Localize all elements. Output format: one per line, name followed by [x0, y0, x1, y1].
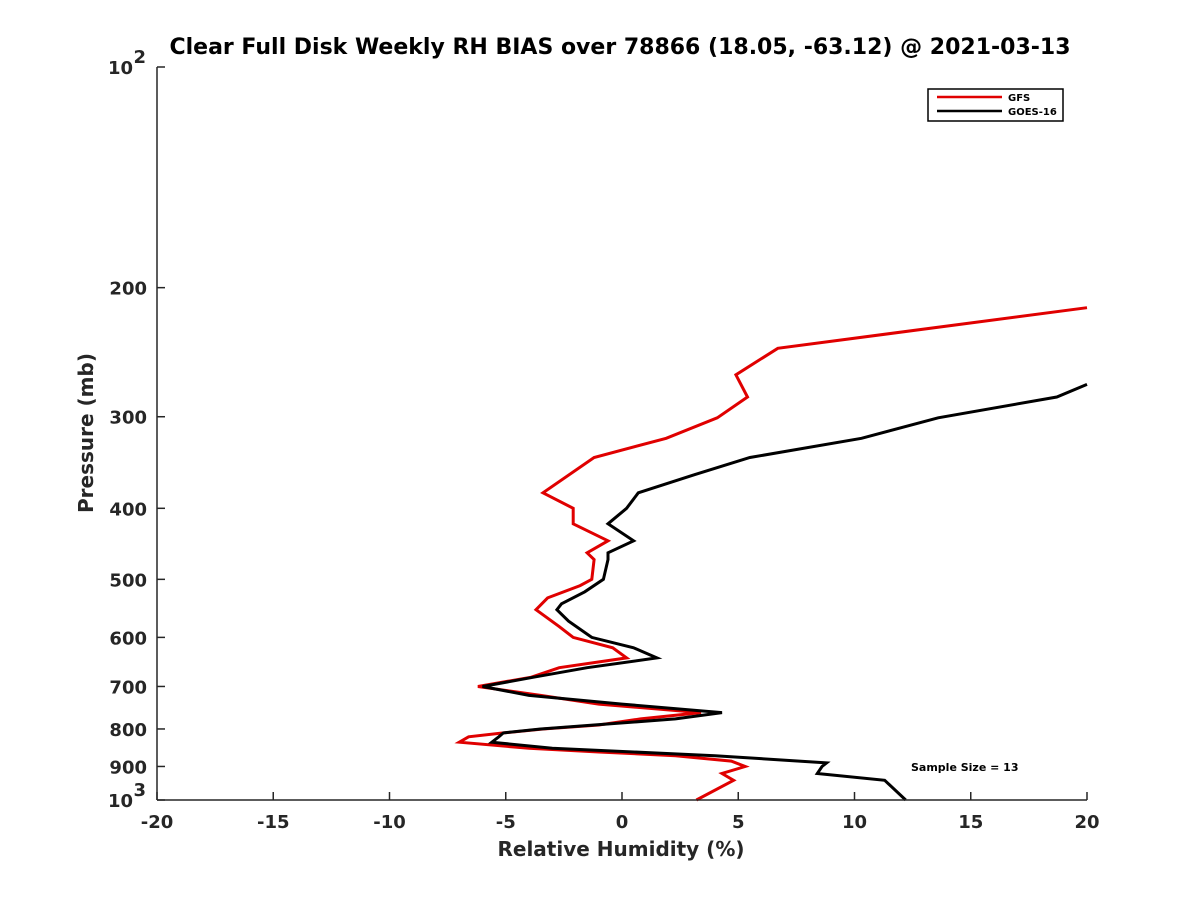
x-ticks: -20 -15 -10 -5 0 5 10 15 20	[141, 792, 1100, 833]
legend: GFS GOES-16	[927, 88, 1064, 122]
x-tick-label: -15	[257, 812, 290, 833]
chart-title: Clear Full Disk Weekly RH BIAS over 7886…	[169, 35, 1070, 60]
legend-label-goes-16: GOES-16	[1008, 107, 1057, 118]
legend-box	[927, 88, 1064, 122]
x-tick-label: 5	[732, 812, 745, 833]
x-tick-label: 0	[616, 812, 629, 833]
y-tick-label: 800	[109, 720, 147, 741]
series-line-goes-16	[482, 383, 1088, 802]
x-tick-label: -5	[496, 812, 516, 833]
x-tick-label: -10	[373, 812, 406, 833]
y-tick-label: 200	[109, 279, 147, 300]
y-tick-label: 900	[109, 757, 147, 778]
y-tick-label: 600	[109, 628, 147, 649]
series-layer	[454, 306, 1088, 802]
sample-size-annotation: Sample Size = 13	[911, 761, 1018, 774]
y-tick-exponent: 2	[133, 47, 146, 68]
x-tick-label: 10	[842, 812, 867, 833]
y-tick-exponent: 3	[133, 780, 146, 801]
y-tick-label: 10	[108, 58, 133, 79]
x-tick-label: 15	[958, 812, 983, 833]
legend-label-gfs: GFS	[1008, 93, 1030, 104]
x-tick-label: 20	[1074, 812, 1099, 833]
x-tick-label: -20	[141, 812, 174, 833]
y-axis-label: Pressure (mb)	[74, 353, 98, 513]
y-tick-label: 700	[109, 677, 147, 698]
y-tick-label: 300	[109, 408, 147, 429]
x-axis-label: Relative Humidity (%)	[497, 837, 744, 861]
y-tick-label: 500	[109, 570, 147, 591]
y-tick-label: 400	[109, 499, 147, 520]
y-tick-label: 10	[108, 791, 133, 812]
